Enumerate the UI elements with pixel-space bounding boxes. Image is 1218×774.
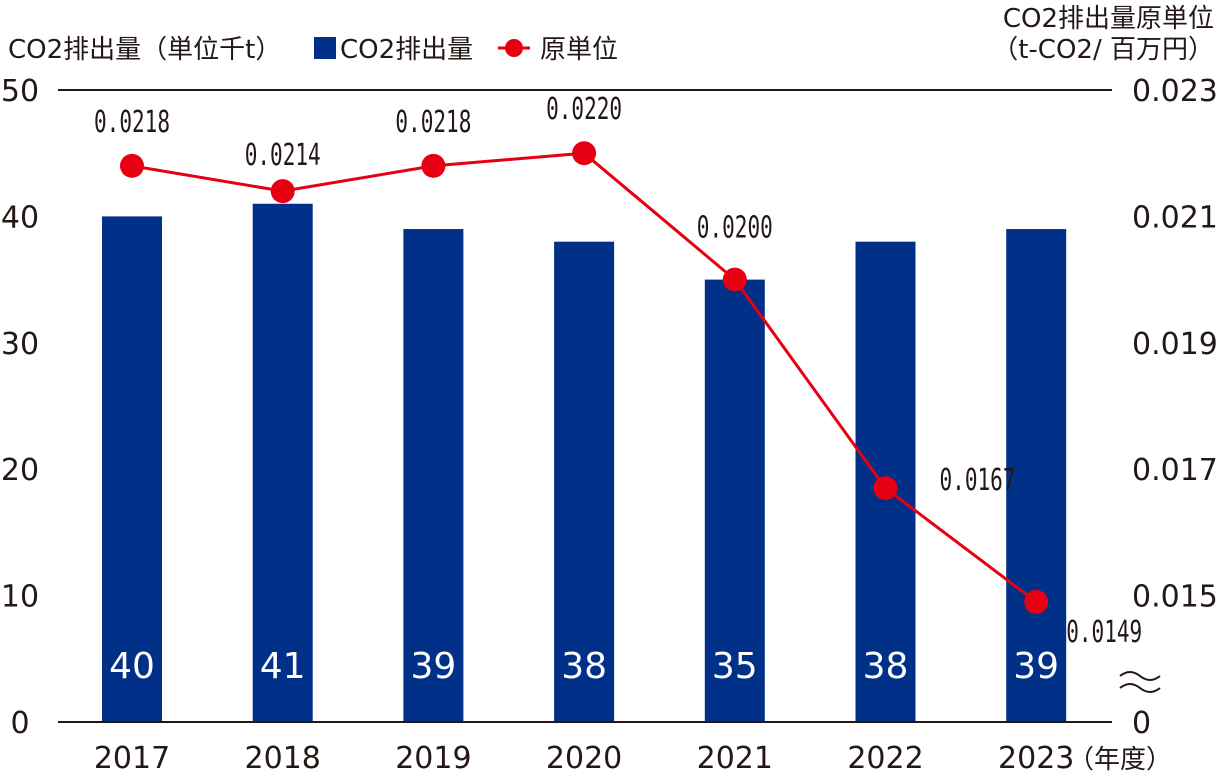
bar-value-label: 39 (410, 646, 456, 687)
rate-point (1024, 589, 1049, 614)
right-tick-label: 0.015 (1132, 580, 1218, 615)
right-tick-label: 0.023 (1132, 74, 1218, 109)
rate-value-label: 0.0220 (546, 92, 622, 127)
left-tick-label: 0 (10, 706, 29, 741)
rate-value-label: 0.0167 (940, 463, 1016, 498)
x-tick-label: 2020 (546, 741, 622, 774)
bar (252, 203, 313, 722)
legend: CO2排出量 原単位 (314, 35, 618, 65)
bar-value-label: 41 (260, 646, 306, 687)
rate-value-label: 0.0218 (395, 105, 471, 140)
x-tick-label: 2021 (697, 741, 773, 774)
axes (58, 89, 1112, 723)
rate-value-label: 0.0214 (245, 138, 321, 173)
rate-value-label: 0.0149 (1066, 615, 1142, 650)
bar-value-label: 35 (712, 646, 758, 687)
x-axis-ticks: 2017 2018 2019 2020 2021 2022 2023 (94, 741, 1075, 774)
bar (102, 216, 162, 722)
right-tick-label: 0.017 (1132, 453, 1218, 488)
right-tick-label: 0.019 (1132, 327, 1218, 362)
legend-bar-label: CO2排出量 (340, 35, 473, 65)
left-tick-label: 50 (1, 74, 39, 109)
rate-point (873, 476, 898, 501)
bar-value-label: 38 (561, 646, 607, 687)
x-tick-label: 2023 (998, 741, 1074, 774)
right-axis-ticks: 0 0.015 0.017 0.019 0.021 0.023 (1132, 74, 1218, 741)
right-tick-label: 0 (1132, 706, 1151, 741)
legend-line-marker (505, 39, 523, 57)
left-axis-ticks: 0 10 20 30 40 50 (1, 74, 39, 741)
rate-value-label: 0.0200 (697, 211, 773, 246)
line-series: 0.0218 0.0214 0.0218 0.0220 0.0200 0.0167 0.01… (94, 92, 1142, 650)
bar-value-label: 39 (1013, 646, 1059, 687)
bar (554, 241, 615, 722)
x-axis-unit-label: （年度） (1068, 745, 1172, 774)
bar (1006, 229, 1067, 723)
rate-value-label: 0.0218 (94, 105, 170, 140)
axis-break-icon (1119, 671, 1161, 693)
right-axis-title-line1: CO2排出量原単位 (1003, 4, 1214, 34)
left-tick-label: 10 (1, 580, 39, 615)
x-tick-label: 2022 (847, 741, 923, 774)
left-tick-label: 30 (1, 327, 39, 362)
rate-point (120, 153, 144, 178)
left-tick-label: 40 (1, 200, 39, 235)
right-tick-label: 0.021 (1132, 200, 1218, 235)
bar-series: 40 41 39 38 35 38 39 (102, 203, 1067, 723)
rate-point (270, 179, 295, 204)
axis-break-wave (1119, 683, 1161, 693)
legend-line-label: 原単位 (540, 35, 618, 65)
bar (704, 279, 765, 722)
rate-point (421, 153, 446, 178)
bar-value-label: 38 (863, 646, 909, 687)
left-tick-label: 20 (1, 453, 39, 488)
bar-value-label: 40 (109, 646, 155, 687)
right-axis-title-line2: （t-CO2/ 百万円） (992, 35, 1214, 65)
x-tick-label: 2018 (245, 741, 321, 774)
left-axis-title: CO2排出量（単位千t） (8, 35, 281, 65)
legend-bar-swatch (314, 37, 336, 59)
bar (403, 229, 464, 723)
x-tick-label: 2019 (395, 741, 471, 774)
axis-break-wave (1119, 671, 1161, 681)
rate-point (572, 141, 597, 166)
rate-point (722, 267, 747, 292)
x-tick-label: 2017 (94, 741, 170, 774)
